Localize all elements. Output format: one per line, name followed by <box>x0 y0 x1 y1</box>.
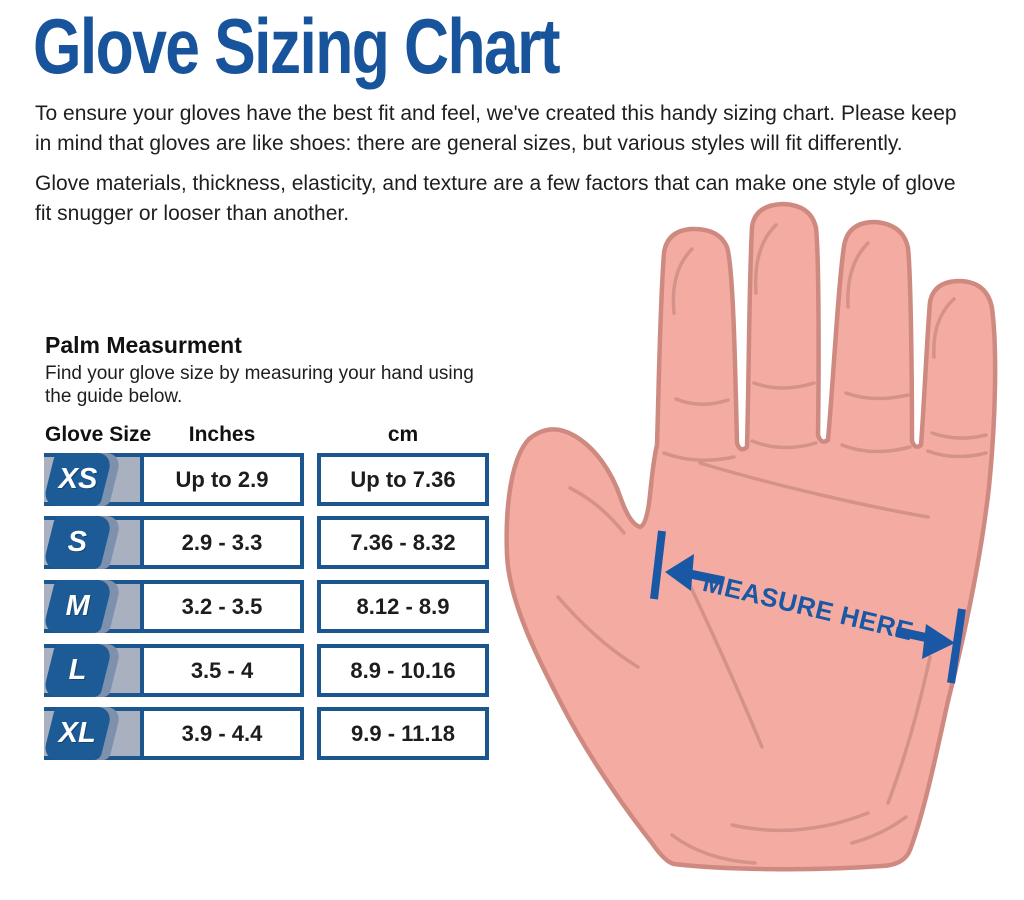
inches-value: 2.9 - 3.3 <box>181 529 263 555</box>
hand-outline <box>504 201 998 872</box>
column-header-glove-size: Glove Size <box>45 423 152 446</box>
cm-value: Up to 7.36 <box>350 466 456 492</box>
inches-value-box: 3.2 - 3.5 <box>140 580 304 633</box>
palm-measurement-subheading-line-1: Find your glove size by measuring your h… <box>45 363 474 384</box>
table-row-xs: XS Up to 2.9 Up to 7.36 <box>0 453 510 506</box>
inches-value: 3.5 - 4 <box>190 657 254 683</box>
hand-diagram <box>500 195 1024 900</box>
palm-measurement-subheading: Find your glove size by measuring your h… <box>45 362 474 408</box>
measure-arrow-left-icon <box>665 554 725 591</box>
table-row-l: L 3.5 - 4 8.9 - 10.16 <box>0 644 510 697</box>
cm-value-box: Up to 7.36 <box>317 453 489 506</box>
cm-value: 9.9 - 11.18 <box>351 720 455 746</box>
intro-paragraph-2: Glove materials, thickness, elasticity, … <box>35 169 956 229</box>
column-header-inches: Inches <box>188 423 256 446</box>
table-row-s: S 2.9 - 3.3 7.36 - 8.32 <box>0 516 510 569</box>
intro-paragraph-1-line-2: in mind that gloves are like shoes: ther… <box>35 132 903 155</box>
measure-tick-right-icon <box>947 608 966 684</box>
size-badge-label: L <box>68 654 87 686</box>
inches-value: 3.2 - 3.5 <box>181 593 263 619</box>
inches-value: 3.9 - 4.4 <box>181 720 263 746</box>
hand-creases <box>556 223 988 865</box>
size-badge-label: XS <box>58 463 97 495</box>
cm-value-box: 9.9 - 11.18 <box>317 707 489 760</box>
intro-paragraph-2-line-2: fit snugger or looser than another. <box>35 202 350 225</box>
cm-value: 8.9 - 10.16 <box>350 657 456 683</box>
palm-measurement-heading: Palm Measurment <box>45 332 242 358</box>
cm-value-box: 7.36 - 8.32 <box>317 516 489 569</box>
size-badge-label: XL <box>59 717 97 749</box>
intro-paragraph-2-line-1: Glove materials, thickness, elasticity, … <box>35 172 956 195</box>
page-title: Glove Sizing Chart <box>33 2 561 90</box>
cm-value: 7.36 - 8.32 <box>350 529 456 555</box>
intro-paragraph-1: To ensure your gloves have the best fit … <box>35 99 957 159</box>
measure-marks <box>650 530 966 684</box>
inches-value-box: 3.5 - 4 <box>140 644 304 697</box>
inches-value: Up to 2.9 <box>175 466 269 492</box>
cm-value: 8.12 - 8.9 <box>356 593 450 619</box>
column-header-cm: cm <box>387 423 419 446</box>
cm-value-box: 8.9 - 10.16 <box>317 644 489 697</box>
intro-paragraph-1-line-1: To ensure your gloves have the best fit … <box>35 102 957 125</box>
size-badge-label: S <box>67 526 88 558</box>
measure-arrow-right-icon <box>895 624 955 659</box>
table-row-xl: XL 3.9 - 4.4 9.9 - 11.18 <box>0 707 510 760</box>
measure-tick-left-icon <box>650 530 666 600</box>
cm-value-box: 8.12 - 8.9 <box>317 580 489 633</box>
inches-value-box: 2.9 - 3.3 <box>140 516 304 569</box>
inches-value-box: Up to 2.9 <box>140 453 304 506</box>
palm-measurement-subheading-line-2: the guide below. <box>45 386 183 407</box>
table-row-m: M 3.2 - 3.5 8.12 - 8.9 <box>0 580 510 633</box>
inches-value-box: 3.9 - 4.4 <box>140 707 304 760</box>
size-badge-label: M <box>65 590 90 622</box>
